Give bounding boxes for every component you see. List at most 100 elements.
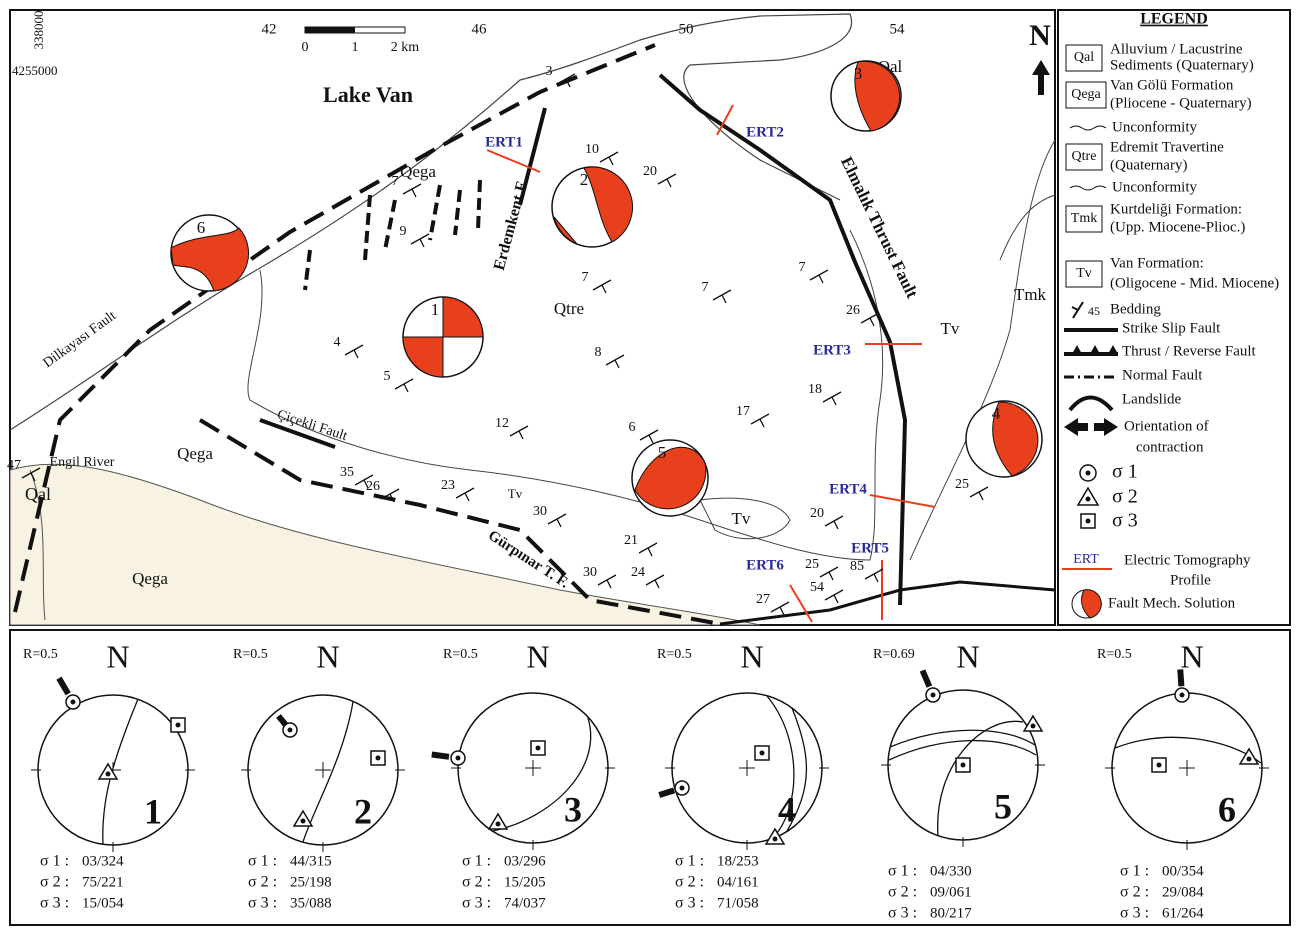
stress-value: 44/315 <box>290 853 332 869</box>
sigma3-dot <box>376 756 381 761</box>
legend-text: Fault Mech. Solution <box>1108 595 1236 611</box>
stress-label: σ 3 : <box>1120 905 1149 922</box>
solution-label: 3 <box>854 64 863 83</box>
stress-label: σ 1 : <box>888 863 917 880</box>
legend-sigma: σ 2 <box>1112 486 1138 508</box>
stress-label: σ 2 : <box>675 874 704 891</box>
ert-label: ERT6 <box>746 557 784 573</box>
ratio-label: R=0.69 <box>873 647 915 662</box>
legend-text: (Upp. Miocene-Plioc.) <box>1110 219 1245 235</box>
sigma1-dot <box>1180 693 1185 698</box>
scale-bar-fill <box>305 27 355 33</box>
unit-label: Tv <box>941 319 960 338</box>
unit-label: Tmk <box>1014 285 1047 304</box>
dip-label: 10 <box>585 142 599 157</box>
sigma2-dot <box>106 772 111 777</box>
ratio-label: R=0.5 <box>23 647 58 662</box>
ratio-label: R=0.5 <box>233 647 268 662</box>
ert-label: ERT1 <box>485 134 523 150</box>
dip-label: 7 <box>392 174 399 189</box>
dip-label: 30 <box>533 504 547 519</box>
legend-code: Qtre <box>1072 149 1097 164</box>
legend-text: Landslide <box>1122 391 1181 407</box>
stress-value: 15/054 <box>82 895 124 911</box>
ratio-label: R=0.5 <box>443 647 478 662</box>
stress-value: 74/037 <box>504 895 546 911</box>
sigma2-dot <box>1031 724 1036 729</box>
dip-label: 21 <box>624 533 638 548</box>
dip-label: 18 <box>808 382 822 397</box>
stress-label: σ 1 : <box>248 853 277 870</box>
sigma3-dot <box>961 763 966 768</box>
legend-code: Qega <box>1071 87 1101 102</box>
sigma3-dot <box>176 723 181 728</box>
sigma1-dot <box>71 700 76 705</box>
legend-text: Orientation of <box>1124 418 1209 434</box>
x-coordinate: 4255000 <box>12 63 58 78</box>
stress-value: 80/217 <box>930 905 972 921</box>
dip-label: 26 <box>366 479 380 494</box>
dip-label: 85 <box>850 559 864 574</box>
dip-label: 17 <box>736 404 750 419</box>
unit-label: Tv <box>508 486 523 501</box>
sigma2-dot <box>1247 757 1252 762</box>
stress-value: 03/324 <box>82 853 124 869</box>
unit-label: Qega <box>177 444 213 463</box>
ratio-label: R=0.5 <box>1097 647 1132 662</box>
legend-text: Normal Fault <box>1122 367 1203 383</box>
ert-label: ERT5 <box>851 540 889 556</box>
grid-label: 46 <box>472 21 488 37</box>
dip-label: 24 <box>631 565 645 580</box>
stress-label: σ 1 : <box>675 853 704 870</box>
dip-label: 23 <box>441 478 455 493</box>
stereonet-number: 5 <box>994 786 1012 826</box>
stress-label: σ 2 : <box>1120 884 1149 901</box>
figure: 424650543380004255000012 kmNLake VanQalQ… <box>0 0 1296 929</box>
legend-text: Van Formation: <box>1110 255 1204 271</box>
stress-value: 75/221 <box>82 874 124 890</box>
legend-code: Qal <box>1074 50 1094 65</box>
stress-label: σ 3 : <box>462 895 491 912</box>
sigma1-dot <box>931 693 936 698</box>
dip-label: 35 <box>340 465 354 480</box>
stereonet-number: 6 <box>1218 789 1236 829</box>
stress-value: 04/161 <box>717 874 759 890</box>
unit-label: Tv <box>732 509 751 528</box>
legend-text: Electric Tomography <box>1124 552 1251 568</box>
scale-label: 2 km <box>391 40 420 55</box>
stress-label: σ 3 : <box>888 905 917 922</box>
legend-text: Kurtdeliği Formation: <box>1110 201 1242 217</box>
dip-label: 25 <box>805 557 819 572</box>
stereonet-number: 3 <box>564 789 582 829</box>
legend-code: ERT <box>1073 552 1099 567</box>
dip-label: 5 <box>384 369 391 384</box>
sigma2-dot <box>301 819 306 824</box>
solution-label: 5 <box>658 443 667 462</box>
dip-label: 27 <box>756 592 770 607</box>
sigma3-dot <box>536 746 541 751</box>
sigma1-dot <box>456 756 461 761</box>
solution-label: 2 <box>580 170 589 189</box>
legend-text: Strike Slip Fault <box>1122 320 1221 336</box>
north-label: N <box>1029 19 1051 52</box>
unit-label: Qega <box>400 162 436 181</box>
legend-text: (Oligocene - Mid. Miocene) <box>1110 275 1279 291</box>
solution-label: 4 <box>992 404 1001 423</box>
sigma1-dot <box>1086 471 1091 476</box>
sigma3-dot <box>1157 763 1162 768</box>
dip-label: 8 <box>595 345 602 360</box>
dip-label: 54 <box>810 580 824 595</box>
ert-label: ERT3 <box>813 342 851 358</box>
legend-text: Alluvium / Lacustrine <box>1110 41 1243 57</box>
legend-text: 45 <box>1088 304 1100 318</box>
stress-value: 35/088 <box>290 895 332 911</box>
solution-label: 1 <box>431 300 440 319</box>
legend-code: Tv <box>1076 266 1092 281</box>
stress-value: 09/061 <box>930 884 972 900</box>
legend-text: Sediments (Quaternary) <box>1110 57 1254 73</box>
stress-value: 29/084 <box>1162 884 1204 900</box>
stress-value: 18/253 <box>717 853 759 869</box>
dip-label: 12 <box>495 416 509 431</box>
north-label: N <box>106 638 129 674</box>
stress-value: 71/058 <box>717 895 759 911</box>
